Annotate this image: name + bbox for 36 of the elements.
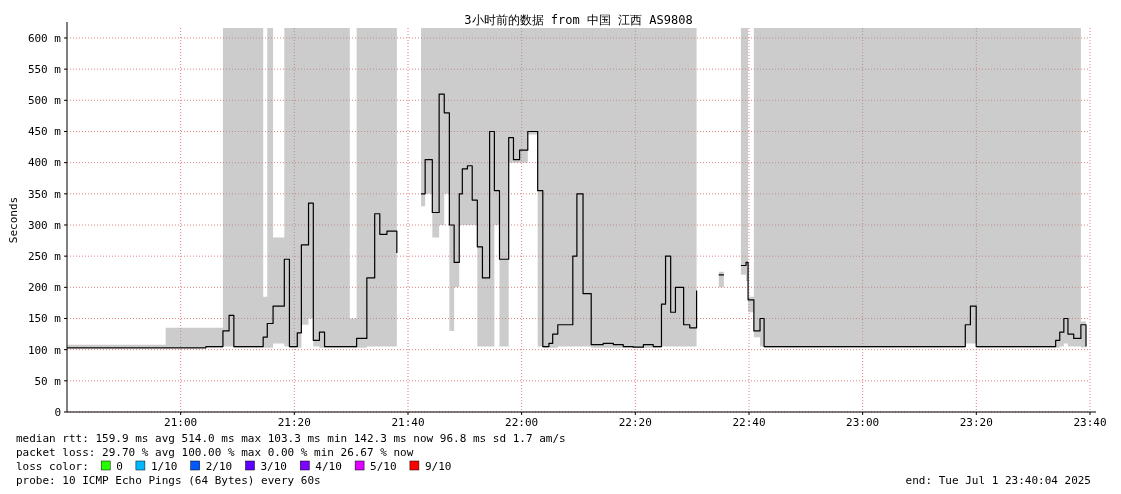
y-tick-label: 300 m: [27, 218, 62, 232]
y-tick-label: 450 m: [27, 125, 62, 139]
text: 3/10: [260, 460, 287, 473]
text: 2/10: [205, 460, 233, 473]
x-tick-label: 21:40: [391, 416, 425, 429]
x-tick-label: 22:00: [505, 416, 539, 429]
text: packet loss: 29.70 % avg 100.00 % max 0.00 % min 26.67 % now: [16, 446, 414, 459]
x-tick-label: 22:20: [618, 416, 652, 429]
text: loss color:: [16, 460, 89, 473]
y-tick-label: 500 m: [27, 94, 62, 108]
y-tick-label: 250 m: [27, 250, 62, 264]
text: 5/10: [370, 460, 397, 473]
x-tick-label: 23:20: [959, 416, 993, 429]
y-tick-label: 600 m: [27, 31, 62, 45]
y-tick-label: 200 m: [27, 281, 62, 295]
text: 4/10: [315, 460, 342, 473]
y-tick-label: 0: [54, 405, 61, 419]
text: median rtt: 159.9 ms avg 514.0 ms max 103.3 ms min 142.3 ms now 96.8 ms sd 1.7 am/s: [16, 432, 566, 445]
y-tick-label: 550 m: [27, 62, 62, 76]
text: end: Tue Jul 1 23:40:04 2025: [905, 474, 1091, 487]
y-tick-label: 50 m: [34, 374, 62, 388]
x-tick-label: 21:20: [277, 416, 311, 429]
y-tick-label: 400 m: [27, 156, 62, 170]
x-tick-label: 22:40: [732, 416, 766, 429]
x-tick-label: 23:40: [1073, 416, 1107, 429]
text: 1/10: [150, 460, 178, 473]
y-tick-label: 350 m: [27, 187, 62, 201]
x-tick-label: 21:00: [164, 416, 198, 429]
y-tick-label: 150 m: [27, 312, 62, 326]
text: 9/10: [424, 460, 452, 473]
y-tick-label: 100 m: [27, 343, 62, 357]
text: 0: [116, 460, 123, 473]
chart-title: 3小时前的数据 from 中国 江西 AS9808: [464, 13, 693, 27]
text: probe: 10 ICMP Echo Pings (64 Bytes) every 60s: [16, 474, 321, 487]
y-axis-title: Seconds: [7, 196, 20, 244]
x-tick-label: 23:00: [846, 416, 880, 429]
